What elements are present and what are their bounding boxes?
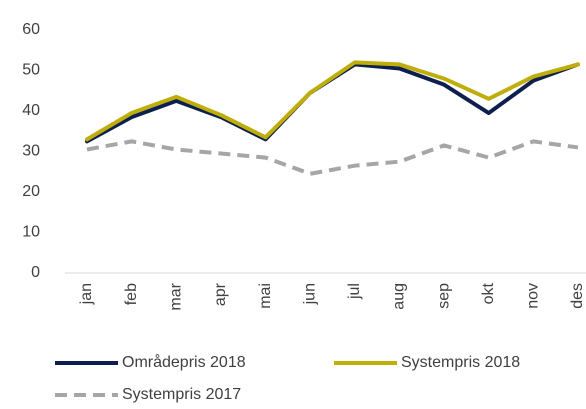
line-series bbox=[85, 60, 580, 142]
x-tick-label: apr bbox=[212, 282, 229, 306]
x-tick-label: jul bbox=[346, 283, 363, 300]
y-tick-label: 0 bbox=[31, 264, 40, 281]
legend-label: Systempris 2017 bbox=[122, 386, 241, 403]
y-tick-label: 40 bbox=[22, 102, 40, 119]
x-tick-label: jan bbox=[78, 283, 95, 305]
y-tick-label: 10 bbox=[22, 224, 40, 241]
x-tick-label: des bbox=[569, 283, 586, 309]
x-tick-label: nov bbox=[525, 283, 542, 309]
legend-label: Systempris 2018 bbox=[401, 354, 520, 371]
legend-label: Områdepris 2018 bbox=[122, 353, 246, 371]
x-tick-label: okt bbox=[480, 282, 497, 304]
x-tick-label: mai bbox=[257, 283, 274, 309]
x-tick-label: sep bbox=[435, 283, 452, 309]
x-tick-label: aug bbox=[391, 283, 408, 310]
x-tick-label: jun bbox=[301, 283, 318, 305]
y-tick-label: 50 bbox=[22, 62, 40, 79]
y-tick-label: 60 bbox=[22, 21, 40, 38]
y-tick-label: 30 bbox=[22, 143, 40, 160]
y-tick-label: 20 bbox=[22, 183, 40, 200]
x-tick-label: feb bbox=[123, 283, 140, 305]
x-tick-label: mar bbox=[167, 282, 184, 310]
line-series bbox=[86, 139, 579, 176]
